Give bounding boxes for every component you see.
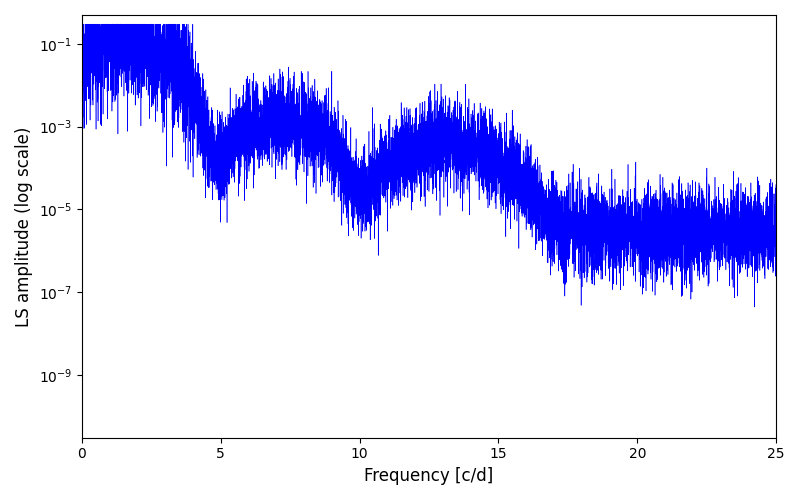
X-axis label: Frequency [c/d]: Frequency [c/d] [364, 467, 494, 485]
Y-axis label: LS amplitude (log scale): LS amplitude (log scale) [15, 126, 33, 326]
